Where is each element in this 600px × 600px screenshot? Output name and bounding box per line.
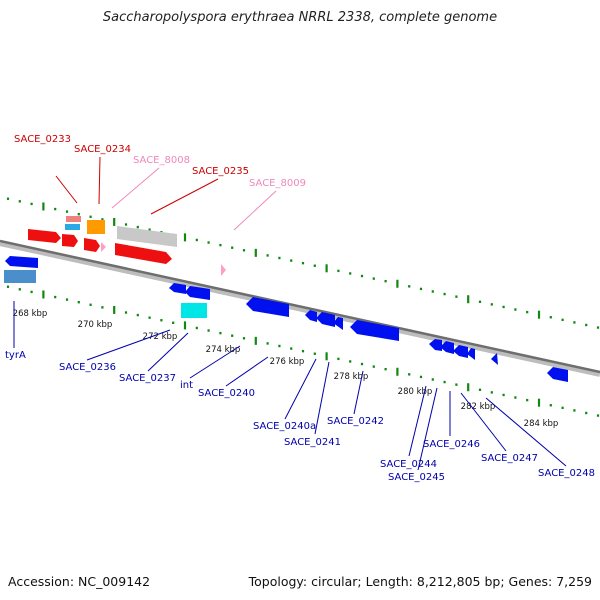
scale-label: 274 kbp xyxy=(206,345,241,355)
pseudo-gene-1[interactable] xyxy=(101,242,106,252)
reverse-gene-label[interactable]: SACE_0237 xyxy=(119,373,176,384)
gene-sace-0247[interactable] xyxy=(491,353,498,365)
reverse-gene-label[interactable]: SACE_0241 xyxy=(284,437,341,448)
forward-gene-label[interactable]: SACE_0234 xyxy=(74,144,131,155)
reverse-gene-label[interactable]: SACE_0236 xyxy=(59,362,116,373)
reverse-gene-label[interactable]: tyrA xyxy=(5,350,26,361)
gene-sace-0234[interactable] xyxy=(87,220,105,234)
gene-sace-0240[interactable] xyxy=(246,297,289,317)
reverse-gene-label[interactable]: SACE_0244 xyxy=(380,459,437,470)
reverse-gene-label[interactable]: SACE_0240 xyxy=(198,388,255,399)
gene-sace-0236-b[interactable] xyxy=(185,286,210,300)
gene-sace-0236-a[interactable] xyxy=(169,283,186,294)
reverse-gene-label[interactable]: SACE_0248 xyxy=(538,468,595,479)
accession-text: Accession: NC_009142 xyxy=(8,574,151,589)
scale-label: 272 kbp xyxy=(143,332,178,342)
leader-line xyxy=(233,190,277,231)
topology-text: Topology: circular; Length: 8,212,805 bp… xyxy=(248,574,592,589)
forward-gene-label[interactable]: SACE_0233 xyxy=(14,134,71,145)
gene-sace-0246[interactable] xyxy=(453,345,468,358)
leader-line xyxy=(55,175,78,204)
leader-line xyxy=(460,392,507,452)
reverse-gene-label[interactable]: SACE_0242 xyxy=(327,416,384,427)
pseudo-gene-sace-8009[interactable] xyxy=(221,264,226,276)
gene-sace-0235[interactable] xyxy=(115,243,172,264)
leader-line xyxy=(225,356,269,387)
reverse-gene-label[interactable]: SACE_0247 xyxy=(481,453,538,464)
scale-label: 282 kbp xyxy=(461,402,496,412)
reverse-gene-label[interactable]: SACE_0246 xyxy=(423,439,480,450)
gene-sace-0248[interactable] xyxy=(547,367,568,382)
backbone xyxy=(0,239,600,377)
scale-label: 284 kbp xyxy=(524,419,559,429)
forward-gene-label[interactable]: SACE_0235 xyxy=(192,166,249,177)
forward-labels: SACE_0233SACE_0234SACE_8008SACE_0235SACE… xyxy=(14,134,306,231)
gene-tyra-b[interactable] xyxy=(4,270,36,283)
gene-int[interactable] xyxy=(181,303,207,318)
gene-sace-0241[interactable] xyxy=(316,312,335,327)
gene-a[interactable] xyxy=(28,229,61,243)
gene-sace-0240a[interactable] xyxy=(305,310,317,322)
reverse-gene-label[interactable]: SACE_0240a xyxy=(253,421,316,432)
scale-label: 268 kbp xyxy=(13,309,48,319)
leader-line xyxy=(353,370,364,415)
map-title: Saccharopolyspora erythraea NRRL 2338, c… xyxy=(102,10,498,25)
gene-sace-0246b[interactable] xyxy=(467,348,475,360)
reverse-features xyxy=(4,256,568,382)
leader-line xyxy=(111,167,160,209)
scale-labels: 268 kbp 270 kbp 272 kbp 274 kbp 276 kbp 278 k… xyxy=(13,309,559,429)
forward-features xyxy=(28,216,226,276)
gene-sace-0244[interactable] xyxy=(429,339,442,351)
gene-b[interactable] xyxy=(62,234,78,247)
leader-line xyxy=(417,387,438,471)
reverse-gene-label[interactable]: int xyxy=(180,380,193,391)
forward-gene-label[interactable]: SACE_8008 xyxy=(133,155,190,166)
leader-line xyxy=(189,345,241,379)
leader-line xyxy=(284,358,317,420)
leader-line xyxy=(150,178,219,215)
scale-label: 280 kbp xyxy=(398,387,433,397)
leader-line xyxy=(408,385,427,457)
tick-rows xyxy=(6,197,600,417)
gene-tyra-a[interactable] xyxy=(5,256,38,268)
leader-line xyxy=(314,361,330,435)
gene-c[interactable] xyxy=(84,238,100,252)
gene-sace-0233-a[interactable] xyxy=(66,216,81,222)
leader-line xyxy=(98,156,101,205)
scale-label: 278 kbp xyxy=(334,372,369,382)
gene-sace-8008[interactable] xyxy=(117,226,177,247)
gene-sace-0242[interactable] xyxy=(350,320,399,341)
forward-gene-label[interactable]: SACE_8009 xyxy=(249,178,306,189)
gene-sace-0233-b[interactable] xyxy=(65,224,80,230)
gene-sace-0241b[interactable] xyxy=(333,317,343,330)
reverse-gene-label[interactable]: SACE_0245 xyxy=(388,472,445,483)
leader-line xyxy=(485,397,567,467)
leader-line xyxy=(86,329,171,361)
scale-label: 276 kbp xyxy=(270,357,305,367)
gene-sace-0245[interactable] xyxy=(440,341,454,354)
scale-label: 270 kbp xyxy=(78,320,113,330)
leader-line xyxy=(147,332,189,372)
